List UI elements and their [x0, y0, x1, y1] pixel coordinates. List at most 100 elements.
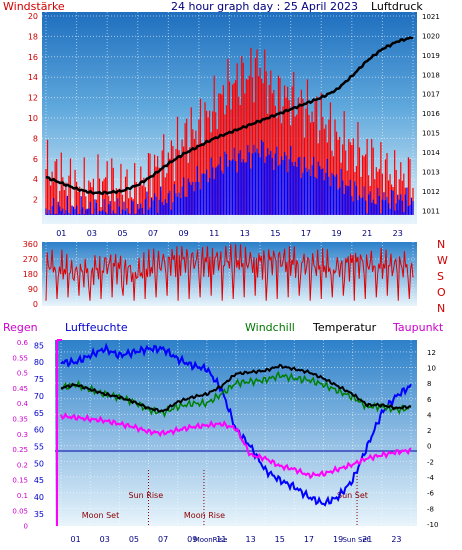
pressure-line: [45, 36, 414, 196]
panel1-right-label: Luftdruck: [371, 0, 423, 13]
wind-tick-label: 20: [28, 12, 38, 21]
pressure-tick-label: 1017: [422, 91, 440, 99]
panel3-hour-label: 05: [129, 535, 139, 544]
rain-tick-label: 0.1: [17, 492, 28, 500]
header-taupunkt: Taupunkt: [392, 321, 444, 334]
header-windchill: Windchill: [245, 321, 295, 334]
compass-label: N: [437, 302, 445, 315]
header-luftfeuchte: Luftfeuchte: [65, 321, 128, 334]
temperature-tick-label: 12: [427, 349, 436, 357]
rain-tick-label: 0: [24, 523, 28, 531]
panel3-hour-label: 01: [70, 535, 80, 544]
pressure-tick-label: 1012: [422, 188, 440, 196]
panel1-left-label: Windstärke: [3, 0, 65, 13]
compass-label: W: [437, 254, 448, 267]
panel3-x-ticks: 01 03 05 07 09 11 13 15 17 19 21 23: [70, 535, 401, 544]
rain-tick-label: 0.15: [12, 477, 28, 485]
rain-tick-label: 0.25: [12, 446, 28, 454]
header-regen: Regen: [3, 321, 38, 334]
temperature-tick-label: 8: [427, 380, 431, 388]
panel1-hour-label: 23: [393, 229, 403, 238]
rain-tick-label: 0.2: [17, 461, 28, 469]
temperature-tick-label: -6: [427, 490, 435, 498]
bottom-rise-label: Rise: [213, 536, 228, 544]
pressure-tick-label: 1020: [422, 32, 440, 40]
temperature-tick-label: -4: [427, 474, 435, 482]
temperature-tick-label: -8: [427, 505, 434, 513]
compass-label: S: [437, 270, 444, 283]
temperature-tick-label: 4: [427, 411, 432, 419]
temperature-tick-label: -2: [427, 458, 434, 466]
wind-tick-label: 6: [33, 155, 38, 164]
wind-tick-label: 4: [33, 175, 38, 184]
event-label: Moon Rise: [184, 511, 225, 520]
event-label: Sun Rise: [129, 491, 164, 500]
dewpoint-line: [60, 412, 412, 480]
panel3-hour-label: 03: [100, 535, 110, 544]
humidity-tick-label: 60: [34, 426, 44, 435]
humidity-tick-label: 40: [34, 493, 44, 502]
rain-tick-label: 0.45: [12, 385, 28, 393]
temperature-tick-label: -10: [427, 521, 438, 529]
panel3-hour-label: 09: [187, 535, 197, 544]
panel3-hour-label: 21: [362, 535, 372, 544]
direction-tick-label: 180: [23, 270, 38, 279]
rain-axis-ticks: 0.6 0.55 0.5 0.45 0.4 0.35 0.3 0.25 0.2 0.15 0.1 0.…: [12, 339, 28, 531]
pressure-tick-label: 1013: [422, 168, 440, 176]
event-label: Sun Set: [337, 491, 368, 500]
panel1-hour-label: 03: [87, 229, 97, 238]
temperature-tick-label: 0: [427, 443, 431, 451]
panel3-hour-label: 23: [391, 535, 401, 544]
direction-tick-label: 0: [33, 300, 38, 309]
wind-avg-series: [45, 139, 414, 215]
rain-tick-label: 0.4: [17, 400, 29, 408]
wind-tick-label: 10: [28, 114, 38, 123]
panel1-hour-label: 21: [362, 229, 372, 238]
rain-tick-label: 0.55: [12, 354, 28, 362]
panel1-hour-label: 07: [148, 229, 158, 238]
pressure-tick-label: 1019: [422, 52, 440, 60]
wind-tick-label: 12: [28, 94, 38, 103]
humidity-tick-label: 80: [34, 358, 44, 367]
temperature-tick-label: 10: [427, 364, 436, 372]
panel3-hour-label: 19: [333, 535, 343, 544]
panel1-hour-label: 09: [179, 229, 189, 238]
wind-tick-label: 14: [28, 73, 38, 82]
humidity-tick-label: 85: [34, 341, 44, 350]
panel1-left-ticks: 20 18 16 14 12 10 8 6 4 2: [28, 12, 38, 205]
panel1-hour-label: 19: [331, 229, 341, 238]
header-temperatur: Temperatur: [312, 321, 377, 334]
panel3-hour-label: 13: [245, 535, 255, 544]
humidity-tick-label: 50: [34, 459, 44, 468]
wind-tick-label: 16: [28, 53, 38, 62]
wind-tick-label: 8: [33, 134, 38, 143]
panel3-hour-label: 07: [158, 535, 168, 544]
direction-tick-label: 90: [28, 285, 38, 294]
panel1-right-ticks: 1021 1020 1019 1018 1017 1016 1015 1014 1013 1012…: [422, 13, 440, 215]
panel1-hour-label: 13: [240, 229, 250, 238]
bottom-event-labels: Moon Rise Sun Set: [194, 536, 370, 544]
rain-tick-label: 0.3: [17, 431, 28, 439]
panel1-hour-label: 01: [56, 229, 66, 238]
panel1-hour-label: 11: [209, 229, 219, 238]
rain-tick-label: 0.6: [17, 339, 29, 347]
humidity-tick-label: 55: [34, 442, 44, 451]
bottom-sunset-label: Sun Set: [342, 536, 369, 544]
humidity-tick-label: 65: [34, 409, 44, 418]
pressure-tick-label: 1018: [422, 71, 440, 79]
humidity-axis-ticks: 85 80 75 70 65 60 55 50 45 40 35: [34, 341, 44, 519]
compass-label: O: [437, 286, 446, 299]
pressure-tick-label: 1015: [422, 130, 440, 138]
compass-label: N: [437, 238, 445, 251]
panel3-hour-label: 15: [275, 535, 285, 544]
panel1-grid: [42, 12, 417, 224]
astro-events: Moon Set Sun Rise Moon Rise Sun Set: [82, 470, 368, 526]
event-label: Moon Set: [82, 511, 119, 520]
wind-tick-label: 2: [33, 196, 38, 205]
humidity-tick-label: 45: [34, 476, 44, 485]
rain-tick-label: 0.35: [12, 416, 28, 424]
pressure-tick-label: 1016: [422, 110, 440, 118]
panel3-hour-label: 11: [216, 535, 226, 544]
